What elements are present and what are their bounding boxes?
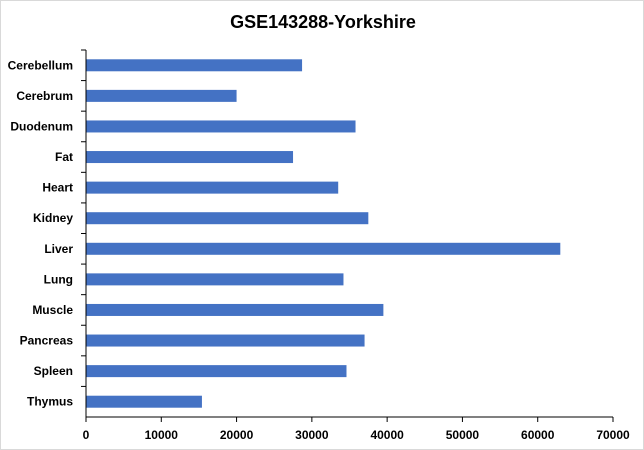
x-axis-ticks: 0 10000 20000 30000 40000 50000 60000 70000 [83,417,630,442]
category-label-heart: Heart [42,181,73,195]
x-tick-label: 70000 [596,428,630,442]
x-tick-label: 0 [83,428,90,442]
category-label-liver: Liver [44,242,73,256]
bar-kidney [86,212,369,225]
bar-fat [86,151,294,164]
category-label-kidney: Kidney [33,211,73,225]
bar-cerebrum [86,89,237,102]
bar-pancreas [86,334,365,347]
x-tick-label: 40000 [370,428,404,442]
bar-cerebellum [86,59,303,72]
category-label-cerebellum: Cerebellum [8,58,73,72]
bar-spleen [86,365,347,378]
bar-lung [86,273,344,286]
category-label-lung: Lung [44,272,73,286]
bars-group [86,59,561,408]
x-tick-label: 60000 [521,428,555,442]
category-label-duodenum: Duodenum [10,119,73,133]
x-tick-label: 20000 [220,428,254,442]
bar-thymus [86,395,202,408]
bar-muscle [86,303,384,316]
category-label-fat: Fat [55,150,73,164]
bar-heart [86,181,339,194]
category-labels: Cerebellum Cerebrum Duodenum Fat Heart Kidney… [8,49,86,409]
category-label-cerebrum: Cerebrum [16,89,73,103]
category-label-muscle: Muscle [32,303,73,317]
category-label-thymus: Thymus [27,395,73,409]
x-tick-label: 50000 [446,428,480,442]
chart-title: GSE143288-Yorkshire [230,12,416,32]
x-tick-label: 10000 [145,428,179,442]
category-label-spleen: Spleen [34,364,73,378]
x-tick-label: 30000 [295,428,329,442]
bar-liver [86,242,561,255]
category-label-pancreas: Pancreas [20,334,74,348]
bar-duodenum [86,120,356,133]
